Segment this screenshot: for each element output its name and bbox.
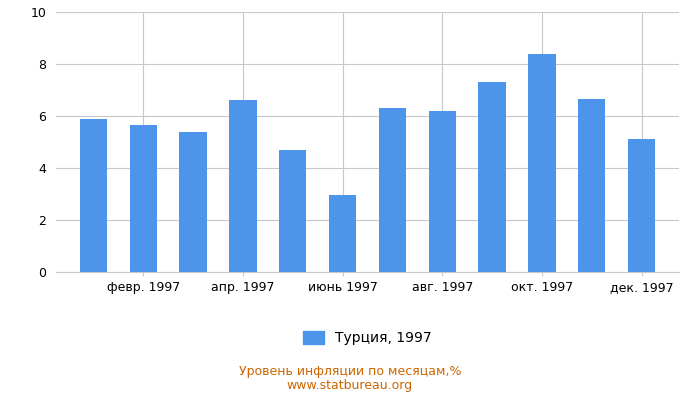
Bar <box>379 108 406 272</box>
Legend: Турция, 1997: Турция, 1997 <box>298 326 438 351</box>
Bar <box>80 118 107 272</box>
Bar <box>628 139 655 272</box>
Bar <box>428 111 456 272</box>
Bar <box>279 150 307 272</box>
Bar <box>578 99 606 272</box>
Text: Уровень инфляции по месяцам,%: Уровень инфляции по месяцам,% <box>239 365 461 378</box>
Bar <box>329 195 356 272</box>
Bar <box>528 54 556 272</box>
Bar <box>130 125 157 272</box>
Text: www.statbureau.org: www.statbureau.org <box>287 379 413 392</box>
Bar <box>179 132 206 272</box>
Bar <box>478 82 506 272</box>
Bar <box>229 100 257 272</box>
